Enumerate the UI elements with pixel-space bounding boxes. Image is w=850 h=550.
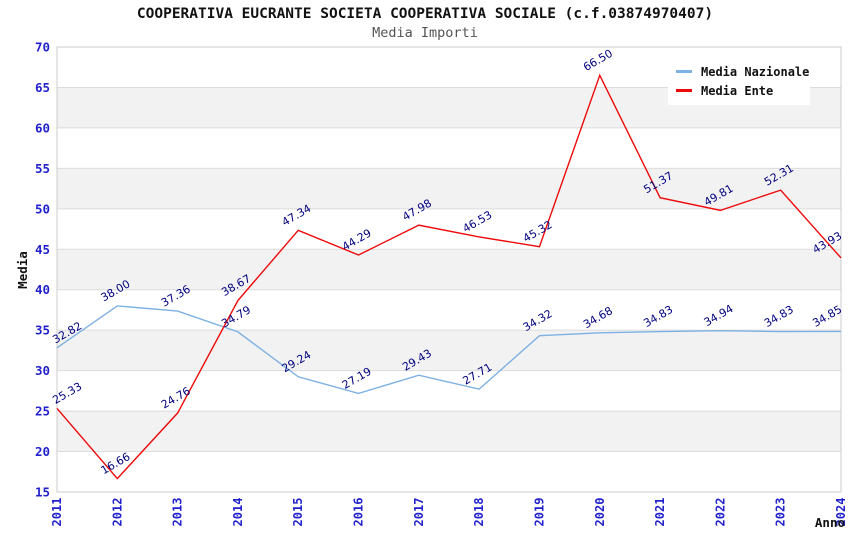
x-axis-title: Anno: [815, 515, 845, 530]
series-line-media-nazionale: [56, 305, 842, 395]
y-axis-tick-label: 55: [35, 161, 50, 176]
y-axis-title: Media: [15, 251, 30, 289]
y-axis-tick-label: 40: [35, 282, 50, 297]
point-label: 16.66: [99, 450, 133, 477]
x-axis-tick-label: 2015: [291, 498, 305, 527]
x-axis-tick-label: 2017: [412, 498, 426, 527]
point-label: 34.94: [702, 302, 736, 329]
legend-label-media-ente: Media Ente: [701, 83, 774, 98]
point-label: 24.76: [159, 384, 193, 411]
x-axis-tick-label: 2023: [774, 498, 788, 527]
y-axis-tick-label: 25: [35, 404, 50, 419]
x-axis-tick-label: 2019: [532, 498, 546, 527]
y-axis-tick-label: 20: [35, 444, 50, 459]
legend: Media Nazionale Media Ente: [668, 57, 810, 105]
legend-label-media-nazionale: Media Nazionale: [701, 64, 810, 79]
x-axis-tick-label: 2018: [472, 498, 486, 527]
background-band: [57, 411, 841, 452]
legend-swatch-media-ente-icon: [676, 89, 692, 92]
point-label: 34.79: [219, 303, 253, 330]
y-axis-tick-label: 15: [35, 485, 50, 500]
point-label: 34.85: [810, 303, 844, 330]
legend-item-media-ente: Media Ente: [676, 81, 802, 100]
y-axis-tick-label: 35: [35, 323, 50, 338]
chart-subtitle: Media Importi: [372, 25, 478, 41]
background-band: [57, 330, 841, 371]
x-axis-tick-label: 2012: [110, 498, 124, 527]
y-axis-tick-label: 60: [35, 120, 50, 135]
x-axis-tick-label: 2011: [50, 498, 64, 527]
x-axis-tick-label: 2020: [593, 498, 607, 527]
y-axis-tick-label: 45: [35, 242, 50, 257]
y-axis-tick-label: 65: [35, 80, 50, 95]
y-axis-tick-label: 50: [35, 201, 50, 216]
legend-item-media-nazionale: Media Nazionale: [676, 62, 809, 81]
y-axis-tick-label: 70: [35, 40, 50, 55]
point-label: 25.33: [50, 380, 84, 407]
point-label: 34.68: [581, 304, 615, 331]
plot-border: [56, 46, 842, 493]
x-axis-tick-label: 2022: [713, 498, 727, 527]
point-label: 66.50: [581, 47, 615, 74]
x-axis-tick-label: 2024: [834, 498, 848, 527]
point-label: 45.32: [521, 218, 555, 245]
point-label: 34.83: [762, 303, 796, 330]
y-axis-tick-label: 30: [35, 363, 50, 378]
chart-title: COOPERATIVA EUCRANTE SOCIETA COOPERATIVA…: [136, 6, 714, 22]
x-axis-tick-label: 2014: [231, 498, 245, 527]
point-label: 46.53: [461, 208, 495, 235]
legend-swatch-media-nazionale-icon: [676, 70, 692, 73]
x-axis-tick-label: 2021: [653, 498, 667, 527]
background-band: [57, 168, 841, 209]
series-line-media-ente: [56, 73, 842, 480]
x-axis-tick-label: 2013: [171, 498, 185, 527]
background-band: [57, 249, 841, 290]
point-label: 34.83: [641, 303, 675, 330]
x-axis-tick-label: 2016: [352, 498, 366, 527]
